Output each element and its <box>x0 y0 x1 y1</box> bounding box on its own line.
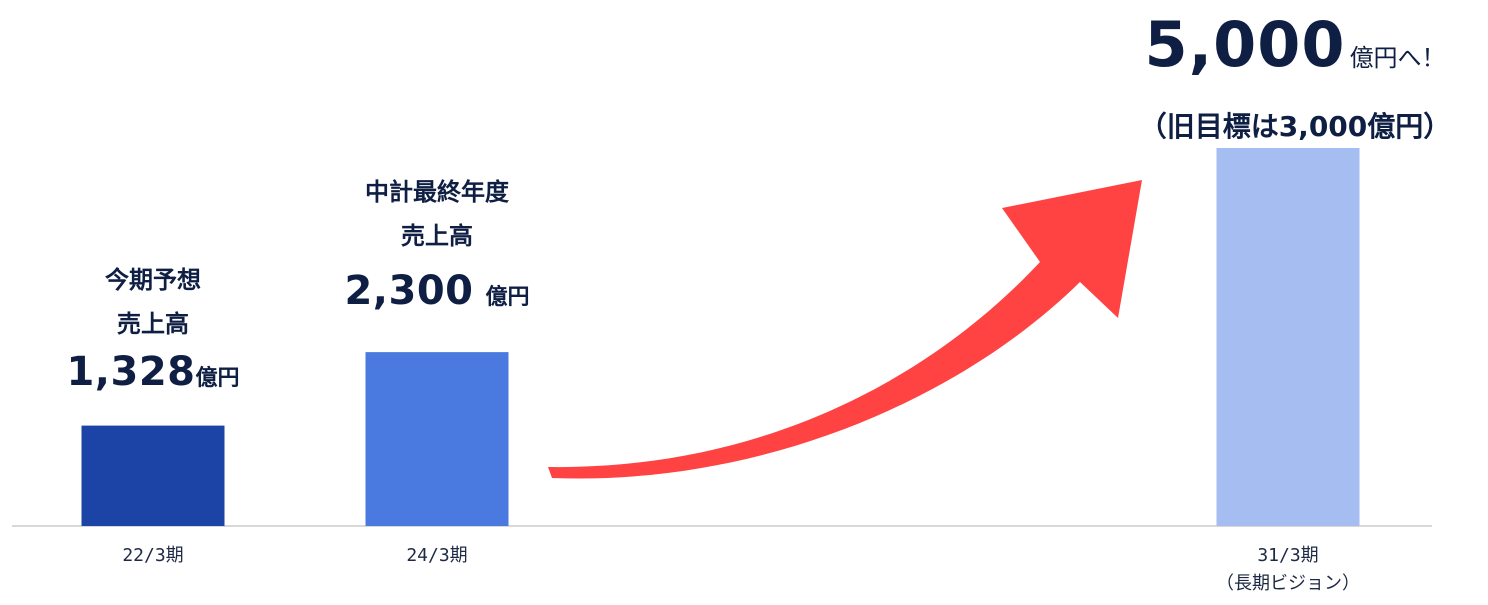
bar-unit-label: 億円 <box>485 285 530 310</box>
bar-unit-label: 億円 <box>195 366 240 391</box>
bar-value-label: 2,300 <box>344 268 474 314</box>
bar-31-3期 <box>1216 148 1360 526</box>
target-value-label: 5,000 <box>1144 8 1346 81</box>
bar-label-22-3: 今期予想 売上高 1,328億円 <box>63 258 243 406</box>
bar-label-sales-title: 売上高 <box>117 310 189 338</box>
category-sublabel-long-term-vision: （長期ビジョン） <box>1216 573 1360 594</box>
bar-label-sales-title: 売上高 <box>401 222 473 250</box>
category-text: 24/3期 <box>406 545 468 566</box>
bar-value-label: 1,328 <box>66 349 196 395</box>
bar-24-3期 <box>365 352 509 526</box>
bar-label-forecast-title: 今期予想 <box>105 266 201 294</box>
growth-arrow <box>548 180 1142 479</box>
category-text: 22/3期 <box>122 545 184 566</box>
bar-label-31-3: 5,000 億円へ！ （旧目標は3,000億円） <box>1106 4 1484 152</box>
category-text: 31/3期 <box>1257 545 1319 566</box>
category-label-24-3: 24/3期 <box>347 542 527 570</box>
category-label-31-3: 31/3期 （長期ビジョン） <box>1198 542 1378 598</box>
bar-label-24-3: 中計最終年度 売上高 2,300 億円 <box>317 170 557 332</box>
old-target-note: （旧目標は3,000億円） <box>1138 110 1452 143</box>
category-label-22-3: 22/3期 <box>63 542 243 570</box>
bar-22-3期 <box>81 425 225 526</box>
bar-label-plan-title: 中計最終年度 <box>365 178 509 206</box>
target-unit-label: 億円へ！ <box>1349 44 1446 72</box>
bars-group <box>81 148 1360 526</box>
